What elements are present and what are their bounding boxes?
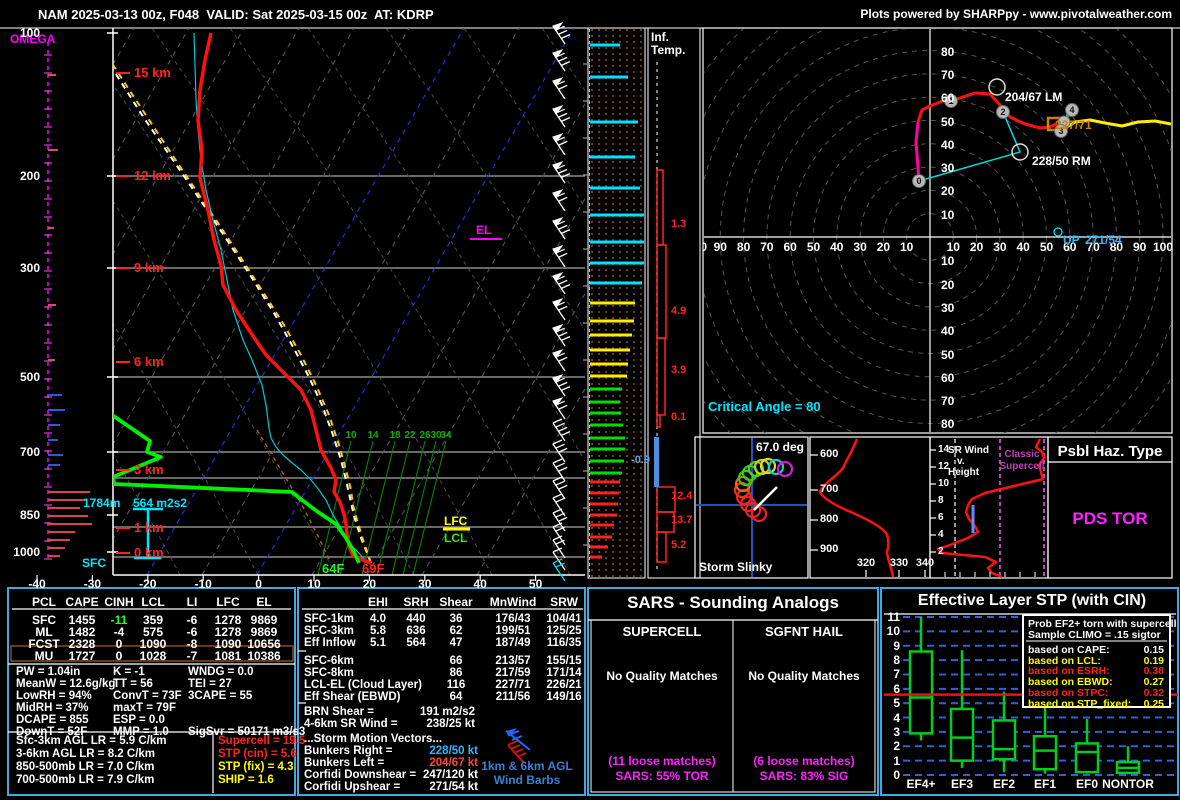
hodo-axis-label: 10 [900, 240, 914, 254]
hodo-axis-label: 20 [941, 184, 955, 199]
hodograph-label-layer: 1020304050607080102030405060708010090807… [703, 28, 1172, 433]
hodo-height-marker: 1 [948, 96, 953, 106]
hodo-axis-label: 80 [1109, 240, 1124, 254]
critical-angle-lines [918, 111, 1021, 182]
hodo-axis-label: 80 [941, 44, 955, 59]
hodo-axis-label: 100 [703, 240, 708, 254]
hodo-axis-label: 40 [1016, 240, 1030, 254]
hodo-height-marker: 4 [1069, 105, 1074, 115]
hodo-axis-label: 60 [783, 240, 797, 254]
stp-panel-border [880, 587, 1179, 796]
parcel-trace [113, 62, 372, 564]
hodo-height-marker: 3 [1058, 126, 1063, 136]
hodo-axis-label: 40 [830, 240, 844, 254]
mean-wind-label: 227/71 [1055, 118, 1092, 132]
hodo-axis-label: 10 [941, 207, 955, 222]
temperature-curve [196, 32, 372, 565]
hodo-axis-label: 20 [876, 240, 891, 254]
hodo-axis-label: 70 [941, 394, 955, 409]
hodo-axis-label: 50 [806, 240, 821, 254]
hodo-height-marker: 2 [1000, 107, 1005, 117]
hodo-axis-label: 50 [1039, 240, 1054, 254]
hodo-axis-label: 60 [941, 370, 955, 385]
hodo-axis-label: 50 [941, 347, 955, 362]
hodo-height-marker: 0 [916, 176, 921, 186]
corfidi-up-label: UP [1063, 233, 1080, 247]
hodo-axis-label: 50 [941, 114, 955, 129]
hodo-axis-label: 30 [993, 240, 1007, 254]
hodo-axis-label: 60 [941, 91, 955, 106]
hodo-axis-label: 40 [941, 324, 955, 339]
dewpoint-curve [113, 412, 361, 564]
theta-e-curve [818, 438, 895, 578]
hodo-axis-label: 60 [1063, 240, 1077, 254]
hodo-axis-label: 10 [941, 254, 955, 269]
hodo-axis-label: 30 [941, 300, 955, 315]
hodo-axis-label: 10 [946, 240, 960, 254]
right-mover-label: 228/50 RM [1032, 154, 1091, 168]
hodo-axis-label: 80 [736, 240, 751, 254]
hodo-axis-label: 90 [713, 240, 727, 254]
corfidi-up-value: 271/54 [1085, 233, 1122, 247]
hodo-axis-label: 90 [1133, 240, 1147, 254]
critical-angle-label: Critical Angle = 80 [708, 399, 821, 414]
hodo-axis-label: 30 [941, 161, 955, 176]
hodo-axis-label: 40 [941, 137, 955, 152]
hodograph-trace-high [1064, 118, 1171, 130]
hodo-axis-label: 20 [969, 240, 984, 254]
hodo-axis-label: 70 [760, 240, 774, 254]
hodo-axis-label: 20 [941, 277, 955, 292]
sars-panel-border [587, 587, 879, 796]
hodo-axis-label: 70 [1086, 240, 1100, 254]
hodo-axis-label: 30 [853, 240, 867, 254]
hodo-axis-label: 80 [941, 417, 955, 432]
left-mover-label: 204/67 LM [1005, 90, 1063, 104]
sr-wind-curve [936, 438, 1046, 579]
kinematics-panel-border [297, 587, 586, 796]
wetbulb-curve [193, 32, 369, 564]
hodo-axis-label: 100 [1152, 240, 1172, 254]
hodo-axis-label: 70 [941, 67, 955, 82]
thermo-panel-border [7, 587, 296, 796]
